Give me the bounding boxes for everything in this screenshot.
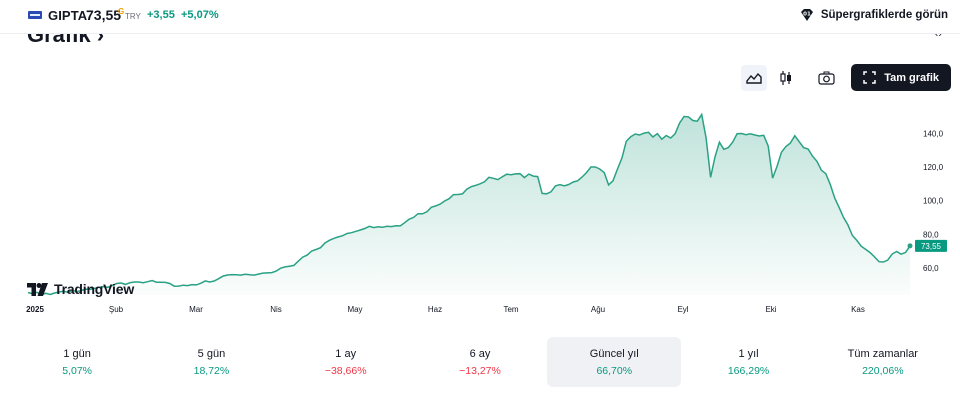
currency-label: TRY [125,12,141,21]
period-tab[interactable]: 1 yıl 166,29% [681,337,815,387]
area-chart-type-button[interactable] [741,64,768,91]
snapshot-button[interactable] [813,65,839,91]
chevron-right-icon: › [90,22,105,47]
price-change: +3,55 [147,9,175,21]
period-label: 6 ay [469,347,491,360]
period-change-value: −38,66% [324,364,367,377]
period-change-value: 166,29% [727,364,770,377]
last-price-label-bg [915,239,947,252]
tradingview-logo[interactable]: TradingView [27,281,134,297]
x-axis-tick-label: Tem [503,305,518,314]
x-axis-tick-label: 2025 [26,305,44,314]
price-change-percent: +5,07% [181,9,219,21]
x-axis-tick-label: Haz [428,305,442,314]
tradingview-mark-icon [27,282,48,296]
period-tab[interactable]: 5 gün 18,72% [144,337,278,387]
period-change-value: 220,06% [862,364,904,377]
supercharts-label: Süpergrafiklerde görün [820,9,948,21]
x-axis-tick-label: Eyl [677,305,688,314]
supercharts-icon: 01 [799,7,815,23]
x-axis-tick-label: May [347,305,362,314]
y-axis-tick-label: 100,0 [923,197,944,206]
price-status-mark: G [118,7,125,16]
fullscreen-icon [863,71,876,84]
price-area-fill [28,114,910,295]
period-label: Tüm zamanlar [847,347,918,360]
price-line-series [27,112,911,296]
period-label: Güncel yıl [589,347,639,360]
candle-chart-type-button[interactable] [773,65,799,91]
period-tab[interactable]: 6 ay −13,27% [413,337,547,387]
price-chart[interactable]: 140,0 120,0 100,0 80,0 60,0 73,55 2025 Şub Mar Ni… [0,95,960,320]
period-label: 5 gün [197,347,226,360]
company-logo [28,11,42,19]
x-axis-tick-label: Nis [270,305,282,314]
svg-text:01: 01 [803,12,811,18]
y-axis-tick-label: 140,0 [923,129,944,138]
period-tab[interactable]: 1 gün 5,07% [10,337,144,387]
y-axis-tick-label: 80,0 [923,230,939,239]
full-chart-label: Tam grafik [884,71,939,84]
y-axis-tick-label: 120,0 [923,163,944,172]
y-axis-tick-label: 60,0 [923,264,939,273]
chart-toolbar: Tam grafik [741,64,951,91]
supercharts-link[interactable]: 01 Süpergrafiklerde görün [799,7,948,23]
last-point-marker [907,243,913,249]
symbol-header: GIPTA 73,55 G TRY +3,55 +5,07% 01 Süperg… [0,0,960,34]
x-axis-tick-label: Kas [851,305,865,314]
candlestick-icon [780,70,792,85]
period-change-value: 66,70% [596,364,633,377]
period-label: 1 ay [335,347,357,360]
period-tab[interactable]: Tüm zamanlar 220,06% [816,337,950,387]
x-axis-tick-label: Mar [189,305,203,314]
period-label: 1 gün [63,347,91,360]
camera-icon [818,71,835,85]
period-change-value: −13,27% [459,364,501,377]
period-change-value: 5,07% [62,364,93,377]
collapse-icon[interactable]: ‹› [934,28,942,40]
period-change-value: 18,72% [193,364,230,377]
last-price: 73,55 [86,7,122,23]
tradingview-wordmark: TradingView [54,281,135,297]
period-tab[interactable]: 1 ay −38,66% [279,337,413,387]
x-axis-tick-label: Ağu [591,305,605,314]
area-chart-icon [746,72,762,84]
period-tab[interactable]: Güncel yıl 66,70% [547,337,682,387]
period-label: 1 yıl [738,347,759,360]
x-axis-tick-label: Şub [109,305,124,314]
x-axis-tick-label: Eki [765,305,776,314]
period-performance-bar: 1 gün 5,07% 5 gün 18,72% 1 ay −38,66% 6 ay −13,… [10,337,950,387]
symbol-name[interactable]: GIPTA [48,8,88,23]
full-chart-button[interactable]: Tam grafik [851,64,951,91]
last-price-label: 73,55 [921,242,942,251]
